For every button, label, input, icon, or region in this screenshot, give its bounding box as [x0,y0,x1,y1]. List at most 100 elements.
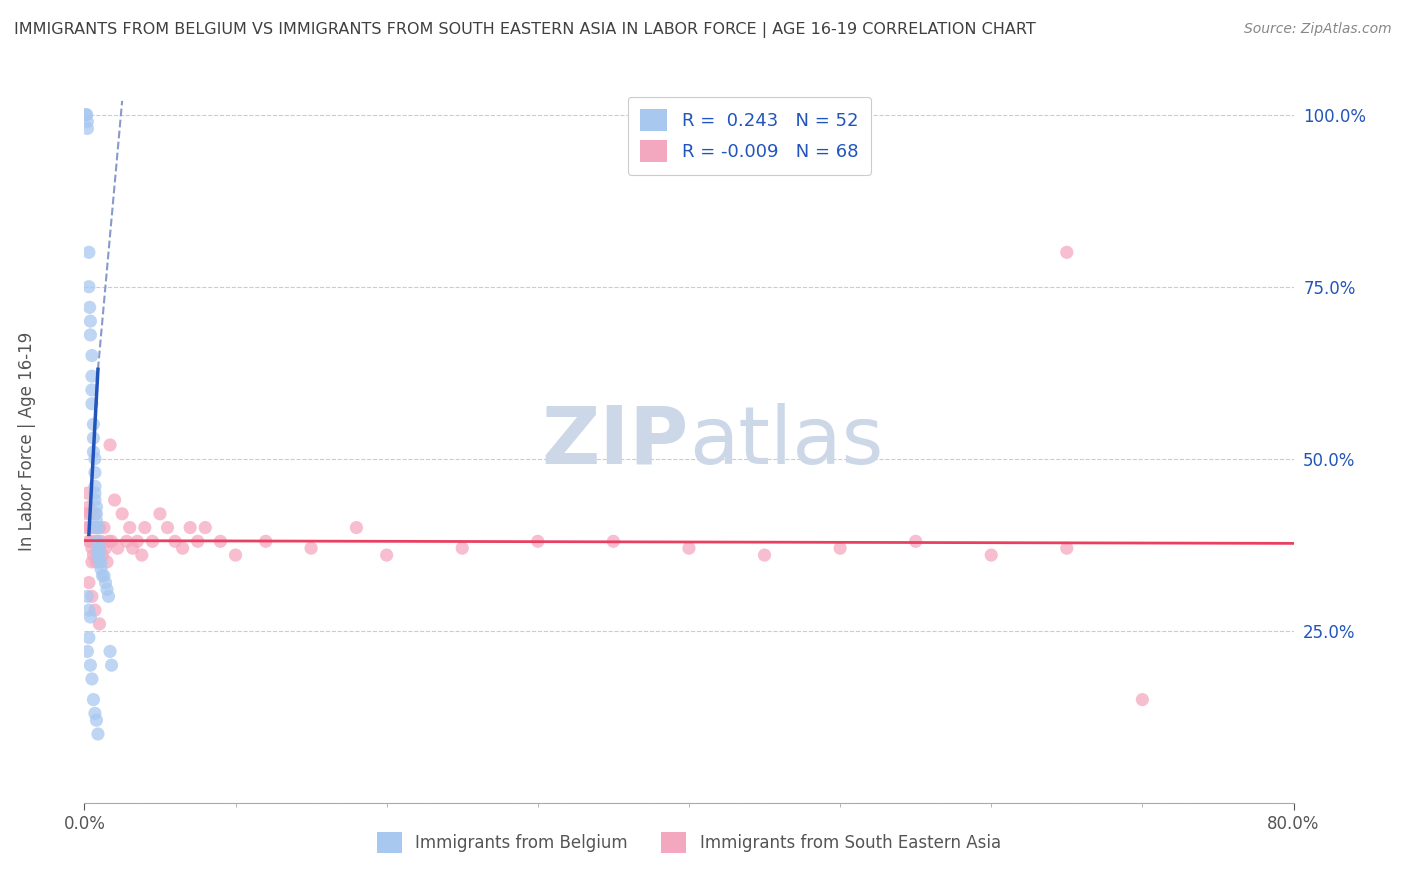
Point [82,520,104,534]
Text: ZIP: ZIP [541,402,689,481]
Point [77,575,100,590]
Legend: Immigrants from Belgium, Immigrants from South Eastern Asia: Immigrants from Belgium, Immigrants from… [370,826,1008,860]
Point [225,548,247,562]
Point [1056,541,1078,556]
Point [97,590,120,604]
Point [87,541,110,556]
Point [86,514,108,528]
Point [346,520,368,534]
Point [100,658,122,673]
Point [165,534,187,549]
Point [87,727,110,741]
Point [254,534,277,549]
Point [187,534,209,549]
Point [87,534,110,549]
Point [79,301,101,315]
Point [94,541,117,556]
Point [87,548,110,562]
Point [104,493,127,508]
Point [82,431,104,445]
Point [75,520,97,534]
Point [79,314,101,328]
Point [172,541,194,556]
Point [80,369,103,384]
Point [89,616,111,631]
Point [77,603,100,617]
Point [86,500,108,514]
Point [84,466,107,480]
Point [754,548,776,562]
Point [77,245,100,260]
Y-axis label: In Labor Force | Age 16-19: In Labor Force | Age 16-19 [18,332,35,551]
Point [149,507,172,521]
Point [86,507,108,521]
Point [93,568,115,582]
Point [375,548,398,562]
Point [156,520,179,534]
Point [91,548,114,562]
Point [94,575,117,590]
Point [80,555,103,569]
Point [90,534,112,549]
Point [98,438,121,452]
Point [77,500,100,514]
Point [678,541,700,556]
Point [194,520,217,534]
Point [82,445,104,459]
Point [179,520,201,534]
Point [91,568,114,582]
Point [96,555,118,569]
Point [86,713,108,727]
Point [107,541,129,556]
Point [84,706,107,721]
Point [84,493,107,508]
Point [87,548,110,562]
Point [80,590,103,604]
Point [904,534,927,549]
Point [80,541,103,556]
Point [80,383,103,397]
Point [84,479,107,493]
Point [79,610,101,624]
Point [77,520,100,534]
Point [87,534,110,549]
Point [79,534,101,549]
Point [111,507,134,521]
Point [121,541,143,556]
Point [299,541,322,556]
Point [97,534,120,549]
Point [80,672,103,686]
Point [93,520,115,534]
Point [830,541,852,556]
Point [76,590,98,604]
Point [89,541,111,556]
Point [118,520,141,534]
Point [86,520,108,534]
Point [84,451,107,466]
Point [77,631,100,645]
Text: Source: ZipAtlas.com: Source: ZipAtlas.com [1244,22,1392,37]
Point [89,520,111,534]
Point [79,507,101,521]
Point [87,520,110,534]
Point [82,417,104,432]
Point [79,327,101,342]
Point [76,108,98,122]
Text: IMMIGRANTS FROM BELGIUM VS IMMIGRANTS FROM SOUTH EASTERN ASIA IN LABOR FORCE | A: IMMIGRANTS FROM BELGIUM VS IMMIGRANTS FR… [14,22,1036,38]
Point [90,555,112,569]
Text: atlas: atlas [689,402,883,481]
Point [76,507,98,521]
Point [80,520,103,534]
Point [79,658,101,673]
Point [77,279,100,293]
Point [1130,692,1153,706]
Point [451,541,474,556]
Point [90,562,112,576]
Point [80,349,103,363]
Point [76,486,98,500]
Point [84,603,107,617]
Point [96,582,118,597]
Point [77,534,100,549]
Point [98,644,121,658]
Point [89,555,111,569]
